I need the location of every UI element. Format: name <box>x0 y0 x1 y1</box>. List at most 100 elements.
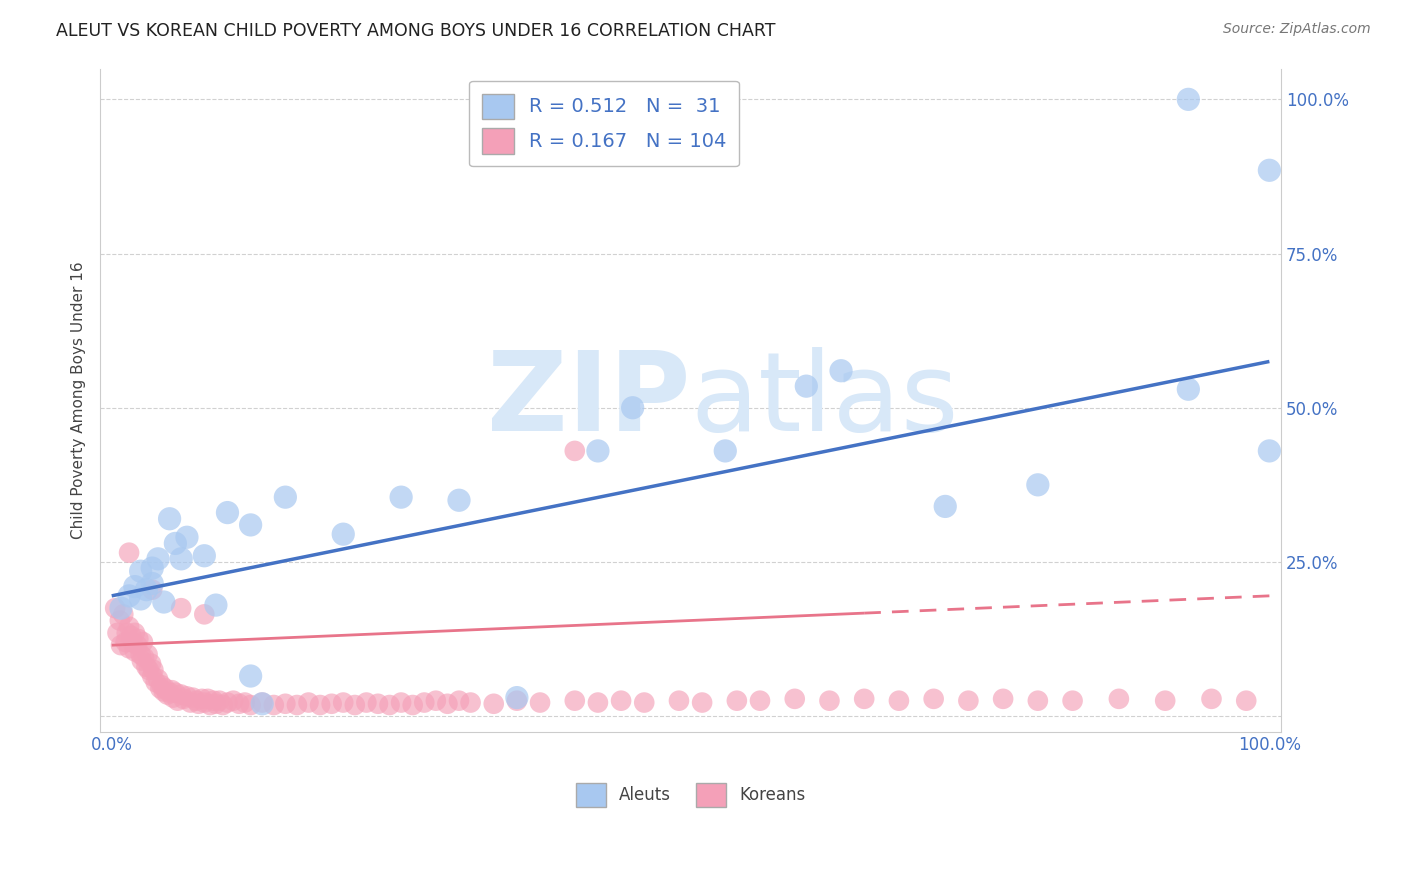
Point <box>110 638 132 652</box>
Point <box>115 625 138 640</box>
Point <box>1234 694 1257 708</box>
Point <box>309 698 332 712</box>
Point <box>529 696 551 710</box>
Point <box>1154 694 1177 708</box>
Point <box>142 663 165 677</box>
Point <box>586 444 609 458</box>
Point <box>141 582 163 597</box>
Point <box>176 530 198 544</box>
Point <box>135 660 157 674</box>
Point <box>138 663 160 677</box>
Point <box>149 681 172 696</box>
Point <box>139 657 162 671</box>
Point <box>127 638 149 652</box>
Point <box>239 698 262 712</box>
Point <box>193 549 215 563</box>
Point <box>205 697 228 711</box>
Point <box>725 694 748 708</box>
Point <box>425 694 447 708</box>
Point <box>104 601 127 615</box>
Point <box>114 635 136 649</box>
Point <box>1258 444 1281 458</box>
Point <box>156 688 179 702</box>
Point <box>564 444 586 458</box>
Point <box>118 546 141 560</box>
Point <box>922 691 945 706</box>
Point <box>714 444 737 458</box>
Point <box>217 506 239 520</box>
Point <box>208 694 231 708</box>
Point <box>506 694 529 708</box>
Point <box>610 694 633 708</box>
Point <box>1201 691 1223 706</box>
Point <box>332 696 354 710</box>
Point <box>146 672 169 686</box>
Point <box>332 527 354 541</box>
Point <box>690 696 713 710</box>
Legend: Aleuts, Koreans: Aleuts, Koreans <box>569 776 813 814</box>
Point <box>107 625 129 640</box>
Text: atlas: atlas <box>690 346 959 453</box>
Point <box>1062 694 1084 708</box>
Point <box>1026 694 1049 708</box>
Point <box>120 629 142 643</box>
Point <box>170 552 193 566</box>
Point <box>118 589 141 603</box>
Point <box>367 697 389 711</box>
Point <box>170 601 193 615</box>
Point <box>202 694 225 708</box>
Point <box>129 564 152 578</box>
Point <box>124 644 146 658</box>
Text: ZIP: ZIP <box>486 346 690 453</box>
Point <box>274 697 297 711</box>
Point <box>1177 92 1199 106</box>
Point <box>145 675 167 690</box>
Point <box>112 607 135 622</box>
Point <box>129 591 152 606</box>
Point <box>239 517 262 532</box>
Point <box>991 691 1014 706</box>
Point <box>222 694 245 708</box>
Point <box>136 648 159 662</box>
Point <box>153 681 176 696</box>
Text: ALEUT VS KOREAN CHILD POVERTY AMONG BOYS UNDER 16 CORRELATION CHART: ALEUT VS KOREAN CHILD POVERTY AMONG BOYS… <box>56 22 776 40</box>
Y-axis label: Child Poverty Among Boys Under 16: Child Poverty Among Boys Under 16 <box>72 261 86 539</box>
Point <box>250 697 273 711</box>
Point <box>506 690 529 705</box>
Point <box>132 635 155 649</box>
Point <box>482 697 505 711</box>
Point <box>108 614 131 628</box>
Point <box>159 512 181 526</box>
Point <box>321 697 343 711</box>
Point <box>127 632 149 646</box>
Point <box>1258 163 1281 178</box>
Point <box>165 536 187 550</box>
Point <box>934 500 956 514</box>
Point <box>124 625 146 640</box>
Point <box>378 698 401 712</box>
Point <box>179 696 201 710</box>
Point <box>211 698 233 712</box>
Point <box>176 690 198 704</box>
Point <box>564 694 586 708</box>
Point <box>186 694 208 708</box>
Point <box>121 635 143 649</box>
Point <box>356 696 378 710</box>
Point <box>153 684 176 698</box>
Point <box>749 694 772 708</box>
Point <box>830 364 852 378</box>
Point <box>197 691 219 706</box>
Point <box>494 92 516 106</box>
Point <box>1177 382 1199 396</box>
Point <box>165 686 187 700</box>
Point <box>193 607 215 622</box>
Point <box>160 683 183 698</box>
Point <box>141 576 163 591</box>
Point <box>228 697 250 711</box>
Point <box>460 696 482 710</box>
Point <box>818 694 841 708</box>
Point <box>181 690 204 705</box>
Point <box>389 490 412 504</box>
Point <box>794 379 817 393</box>
Point <box>166 694 188 708</box>
